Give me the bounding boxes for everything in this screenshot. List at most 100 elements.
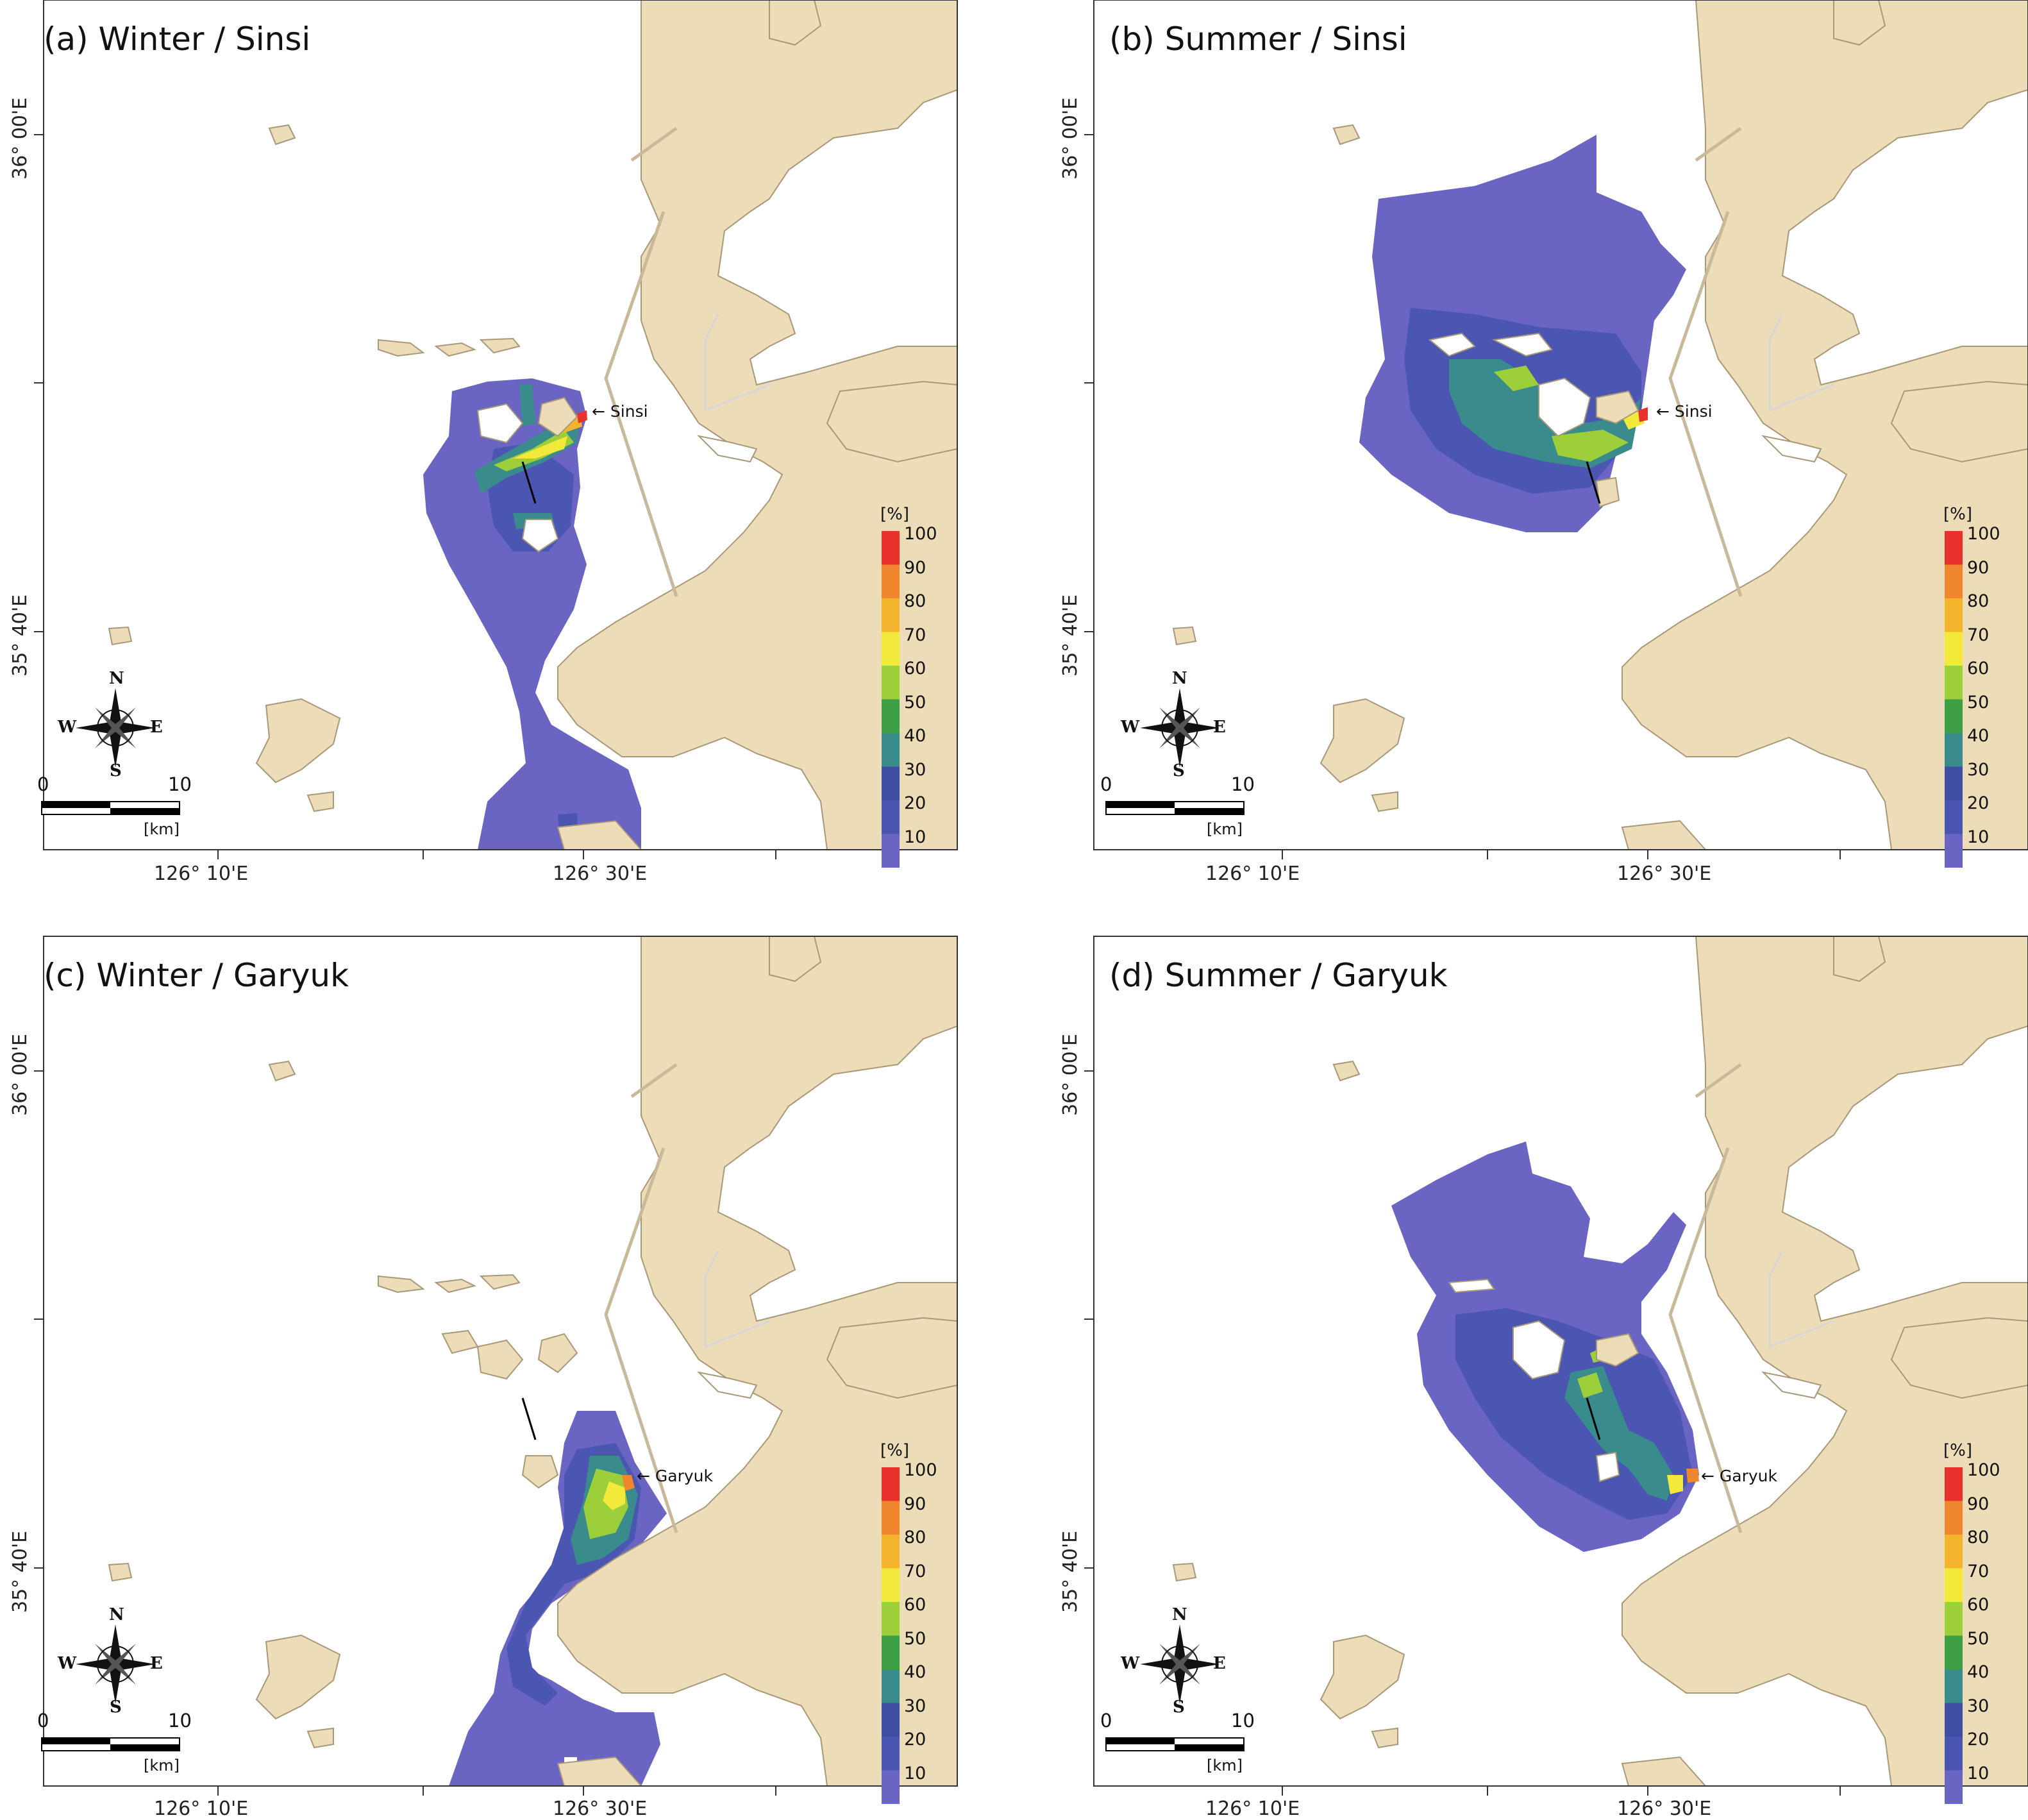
legend-unit: [%] [1943, 1441, 1972, 1460]
lon-label: 126° 30'E [553, 1798, 648, 1820]
legend-tick-label: 20 [904, 1730, 926, 1749]
legend-swatch [882, 598, 900, 632]
compass-n-label: N [109, 1605, 124, 1624]
legend-tick-label: 20 [904, 793, 926, 813]
lat-label: 36° 00'E [1059, 97, 1082, 180]
compass-w-label: W [1121, 718, 1140, 737]
legend-swatch [882, 564, 900, 598]
site-label: ← Garyuk [1701, 1467, 1777, 1485]
lon-label: 126° 10'E [154, 1798, 249, 1820]
legend-swatch [882, 531, 900, 565]
scale-end-label: 10 [1231, 1710, 1255, 1732]
compass-s-label: S [1173, 761, 1185, 780]
legend-swatch [1945, 1568, 1963, 1602]
compass-n-label: N [1172, 1605, 1187, 1624]
compass-w-label: W [58, 1654, 77, 1673]
legend-tick-label: 30 [904, 1696, 926, 1716]
plume [449, 1411, 667, 1786]
legend-tick-label: 60 [1967, 1595, 1990, 1615]
legend-tick-label: 70 [1967, 625, 1990, 645]
legend-swatch [1945, 1635, 1963, 1669]
legend-tick-label: 30 [1967, 1696, 1990, 1716]
lon-label: 126° 10'E [1205, 863, 1300, 885]
scale-bar [1105, 1737, 1244, 1751]
lat-label: 35° 40'E [9, 1530, 31, 1613]
scale-start-label: 0 [37, 1710, 49, 1732]
land [1172, 936, 2028, 1786]
legend-swatch [1945, 1703, 1963, 1737]
compass-n-label: N [1172, 669, 1187, 688]
legend-tick-label: 50 [904, 1628, 926, 1649]
site-label: ← Sinsi [1656, 402, 1713, 421]
legend-unit: [%] [880, 505, 909, 524]
land [108, 936, 957, 1786]
legend-tick-label: 60 [904, 1595, 926, 1615]
arrow-left-icon: ← [592, 402, 605, 421]
lat-label: 36° 00'E [1059, 1033, 1082, 1116]
scale-unit-label: [km] [1207, 1757, 1243, 1774]
legend-tick-label: 90 [904, 557, 926, 578]
scale-end-label: 10 [168, 773, 192, 795]
legend-colorbar [882, 531, 900, 868]
lat-label: 35° 40'E [1059, 1530, 1082, 1613]
legend-swatch [1945, 1669, 1963, 1703]
legend-colorbar [1945, 531, 1963, 868]
compass-rose [76, 688, 155, 768]
compass-rose [1140, 688, 1219, 768]
compass-s-label: S [1173, 1698, 1185, 1717]
legend-swatch [1945, 766, 1963, 800]
legend-tick-label: 100 [904, 1460, 937, 1480]
compass-e-label: E [150, 718, 163, 737]
legend-tick-label: 80 [1967, 1528, 1990, 1547]
legend-tick-label: 50 [904, 692, 926, 712]
legend-swatch [882, 666, 900, 700]
legend-tick-label: 100 [1967, 1460, 2000, 1480]
scale-bar [41, 1737, 180, 1751]
lat-label: 36° 00'E [9, 1033, 31, 1116]
legend-tick-label: 60 [1967, 659, 1990, 678]
scale-start-label: 0 [1100, 773, 1112, 795]
legend-swatch [882, 632, 900, 666]
compass-rose [76, 1624, 155, 1704]
legend-swatch [882, 800, 900, 834]
legend-tick-label: 90 [904, 1494, 926, 1514]
legend-swatch [1945, 632, 1963, 666]
legend-tick-label: 60 [904, 659, 926, 678]
arrow-left-icon: ← [1656, 402, 1670, 421]
legend-swatch [882, 699, 900, 733]
legend-swatch [1945, 564, 1963, 598]
legend-swatch [882, 1669, 900, 1703]
scale-unit-label: [km] [1207, 820, 1243, 838]
lon-label: 126° 30'E [1617, 1798, 1712, 1820]
lon-label: 126° 30'E [553, 863, 648, 885]
legend-tick-label: 40 [1967, 726, 1990, 746]
legend-swatch [1945, 1535, 1963, 1569]
legend-tick-label: 30 [904, 759, 926, 780]
legend-tick-label: 40 [904, 1662, 926, 1682]
map-frame [43, 0, 958, 850]
legend-swatch [1945, 1467, 1963, 1501]
legend-swatch [1945, 1501, 1963, 1535]
legend-swatch [882, 1737, 900, 1771]
legend-tick-label: 80 [904, 1528, 926, 1547]
legend-swatch [1945, 699, 1963, 733]
compass-s-label: S [110, 1698, 122, 1717]
scale-bar [1105, 801, 1244, 815]
legend-colorbar [1945, 1467, 1963, 1804]
legend-swatch [1945, 834, 1963, 868]
legend-tick-label: 10 [904, 1763, 926, 1783]
scale-unit-label: [km] [144, 1757, 180, 1774]
legend-swatch [1945, 598, 1963, 632]
legend-swatch [882, 1703, 900, 1737]
compass-w-label: W [58, 718, 77, 737]
legend-swatch [882, 1568, 900, 1602]
scale-bar [41, 801, 180, 815]
legend-tick-label: 70 [904, 625, 926, 645]
legend-colorbar [882, 1467, 900, 1804]
legend-tick-label: 40 [1967, 1662, 1990, 1682]
arrow-left-icon: ← [1701, 1467, 1714, 1485]
legend-swatch [1945, 1602, 1963, 1636]
